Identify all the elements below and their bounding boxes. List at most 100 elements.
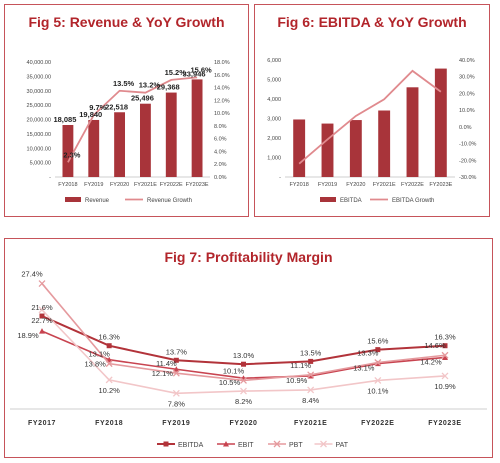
fig6-bar	[349, 120, 362, 177]
fig6-left-tick: 6,000	[267, 58, 281, 64]
fig6-x-tick: FY2023E	[429, 182, 452, 188]
fig6-x-tick: FY2020	[346, 182, 365, 188]
fig5-right-tick: 4.0%	[214, 149, 227, 155]
fig7-pbt-data-label: 11.4%	[156, 359, 177, 368]
fig5-bar-label: 18,085	[53, 115, 76, 124]
fig6-right-tick: -20.0%	[459, 158, 477, 164]
fig7-pat-marker	[240, 387, 247, 395]
fig5-title: Fig 5: Revenue & YoY Growth	[28, 14, 225, 30]
fig6-left-tick: 2,000	[267, 136, 281, 142]
fig5-left-tick: 35,000.00	[27, 74, 51, 80]
fig7-pbt-data-label: 13.3%	[357, 349, 379, 358]
fig5-left-tick: 20,000.00	[27, 118, 51, 124]
fig5-legend-bar-swatch	[65, 197, 81, 202]
fig7-pat-data-label: 10.1%	[367, 386, 389, 395]
fig7-legend-pat-label: PAT	[336, 442, 349, 449]
fig6-bar	[434, 68, 447, 177]
fig6-x-tick: FY2019	[318, 182, 337, 188]
fig7-legend-ebit-label: EBIT	[238, 442, 254, 449]
fig7-ebitda-data-label: 13.7%	[166, 347, 188, 356]
fig6-legend-bar-swatch	[320, 197, 336, 202]
fig5-legend-line-label: Revenue Growth	[147, 198, 192, 204]
fig7-pat-data-label: 8.4%	[302, 396, 319, 405]
fig7-ebitda-marker	[308, 358, 314, 364]
fig5-bar-label: 29,368	[157, 83, 180, 92]
fig5-bar	[114, 112, 126, 177]
fig5-left-tick: 15,000.00	[27, 132, 51, 138]
fig5-right-tick: 18.0%	[214, 60, 230, 66]
fig5-x-tick: FY2020	[110, 182, 129, 188]
fig7-pbt-marker	[240, 376, 247, 384]
fig7-legend-pbt-marker	[273, 440, 281, 448]
fig7-x-tick: FY2022E	[361, 420, 394, 427]
fig7-ebitda-marker	[241, 361, 246, 367]
fig5-growth-label: 15.6%	[190, 65, 212, 74]
fig5-bar	[88, 119, 100, 177]
fig7-ebitda-data-label: 16.3%	[99, 333, 121, 342]
fig5-bar	[165, 92, 177, 177]
fig5-growth-label: 13.2%	[139, 81, 161, 90]
fig6-chart: - 1,000 2,000 3,000 4,000 5,000 6,000 -30.0% -20…	[267, 58, 477, 204]
fig7-legend-ebit-marker	[223, 441, 229, 447]
fig6-x-tick: FY2021E	[373, 182, 396, 188]
fig6-bar	[321, 123, 334, 177]
fig5-right-tick: 16.0%	[214, 73, 230, 79]
fig7-chart: 21.6% 16.3% 13.7% 13.0% 13.5% 15.6% 16.3% 18.9%…	[10, 270, 487, 449]
fig7-pat-data-label: 7.8%	[168, 399, 185, 408]
fig7-pat-data-label: 8.2%	[235, 397, 252, 406]
fig7-ebitda-data-label: 13.5%	[300, 348, 322, 357]
fig5-left-tick: 40,000.00	[27, 60, 51, 66]
fig6-right-tick: -10.0%	[459, 142, 477, 148]
fig5-bar	[62, 125, 74, 177]
fig7-pbt-data-label: 13.1%	[89, 350, 111, 359]
fig7-ebitda-marker	[173, 357, 179, 363]
fig5-bar	[139, 103, 151, 177]
fig5-bar-label: 25,496	[131, 94, 154, 103]
fig5-x-tick: FY2019	[84, 182, 103, 188]
fig6-x-tick: FY2018	[290, 182, 309, 188]
fig7-ebitda-data-label: 15.6%	[367, 337, 389, 346]
fig5-left-tick: 30,000.00	[27, 89, 51, 95]
fig7-ebitda-marker	[39, 313, 45, 319]
fig5-x-tick: FY2018	[58, 182, 77, 188]
fig6-legend-line-label: EBITDA Growth	[392, 198, 434, 204]
fig7-ebit-data-label: 13.1%	[353, 364, 375, 373]
fig5-right-tick: 6.0%	[214, 137, 227, 143]
fig5-bar-label: 22,518	[105, 102, 128, 111]
fig6-right-tick: 20.0%	[459, 91, 475, 97]
fig7-pat-data-label: 22.7%	[31, 316, 53, 325]
fig5-chart: - 5,000.00 10,000.00 15,000.00 20,000.00 25,0…	[27, 60, 230, 204]
fig6-right-tick: 0.0%	[459, 125, 472, 131]
fig5-growth-label: 15.2%	[165, 68, 187, 77]
fig7-ebitda-marker	[106, 343, 112, 349]
fig7-x-tick: FY2017	[28, 420, 56, 427]
fig7-pbt-data-label: 10.1%	[223, 366, 245, 375]
fig7-pbt-marker	[374, 359, 382, 366]
fig7-panel: Fig 7: Profitability Margin 21.6% 16.3% 13…	[4, 238, 493, 458]
fig7-ebitda-data-label: 13.0%	[233, 351, 255, 360]
fig7-pbt-marker	[441, 351, 449, 359]
fig5-left-tick: -	[49, 175, 51, 181]
fig7-pat-marker	[441, 372, 449, 380]
fig5-right-tick: 8.0%	[214, 124, 227, 130]
fig5-panel: Fig 5: Revenue & YoY Growth - 5,000.00 10,…	[4, 4, 249, 217]
fig7-pat-marker	[172, 389, 180, 397]
fig5-growth-line	[67, 76, 198, 163]
fig5-legend-bar-label: Revenue	[85, 198, 110, 204]
fig6-left-tick: 3,000	[267, 117, 281, 123]
fig7-pbt-data-label: 11.1%	[290, 361, 311, 370]
fig6-x-tick: FY2022E	[401, 182, 424, 188]
fig7-legend-pat-marker	[320, 440, 327, 448]
fig7-pat-data-label: 10.2%	[99, 386, 121, 395]
fig7-pat-marker	[105, 376, 113, 384]
fig7-pbt-marker	[172, 369, 180, 377]
fig7-pat-data-label: 10.9%	[434, 382, 456, 391]
fig6-growth-line	[298, 69, 442, 165]
fig5-growth-label: 13.5%	[113, 79, 135, 88]
fig7-ebit-data-label: 13.8%	[85, 360, 107, 369]
fig5-right-tick: 12.0%	[214, 98, 230, 104]
fig5-growth-label: 2.3%	[63, 150, 80, 159]
fig7-pbt-marker	[307, 371, 315, 379]
fig7-ebit-data-label: 14.2%	[420, 357, 442, 366]
fig7-pat-marker	[307, 386, 315, 394]
